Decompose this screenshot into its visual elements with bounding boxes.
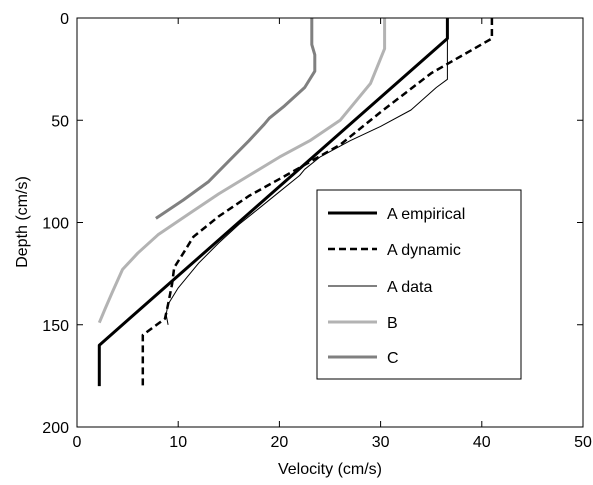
x-tick-label: 20 — [271, 434, 289, 451]
plot-lines — [97, 18, 494, 387]
legend: A empirical A dynamic A data B C — [316, 189, 522, 380]
x-tick-label: 0 — [73, 434, 82, 451]
y-axis-label: Depth (cm/s) — [14, 176, 31, 268]
y-tick-label: 100 — [42, 216, 69, 233]
legend-label-a-dynamic: A dynamic — [387, 242, 461, 259]
legend-label-a-data: A data — [387, 279, 432, 296]
legend-label-c: C — [387, 350, 399, 367]
series-line-c — [155, 18, 317, 220]
legend-label-b: B — [387, 315, 398, 332]
x-tick-label: 30 — [372, 434, 390, 451]
y-tick-label: 150 — [42, 318, 69, 335]
y-tick-label: 200 — [42, 420, 69, 437]
series-line-a-dynamic — [141, 18, 494, 387]
y-axis: 0 50 100 150 200 — [42, 11, 583, 437]
y-tick-label: 0 — [60, 11, 69, 28]
x-axis: 0 10 20 30 40 50 — [73, 18, 592, 451]
x-tick-label: 10 — [169, 434, 187, 451]
x-tick-label: 50 — [574, 434, 592, 451]
legend-box — [316, 189, 522, 380]
y-tick-label: 50 — [51, 113, 69, 130]
series-line-b — [97, 18, 387, 324]
x-axis-label: Velocity (cm/s) — [278, 461, 382, 478]
x-tick-label: 40 — [473, 434, 491, 451]
legend-label-a-empirical: A empirical — [387, 206, 465, 223]
series-line-a-data — [165, 18, 448, 325]
